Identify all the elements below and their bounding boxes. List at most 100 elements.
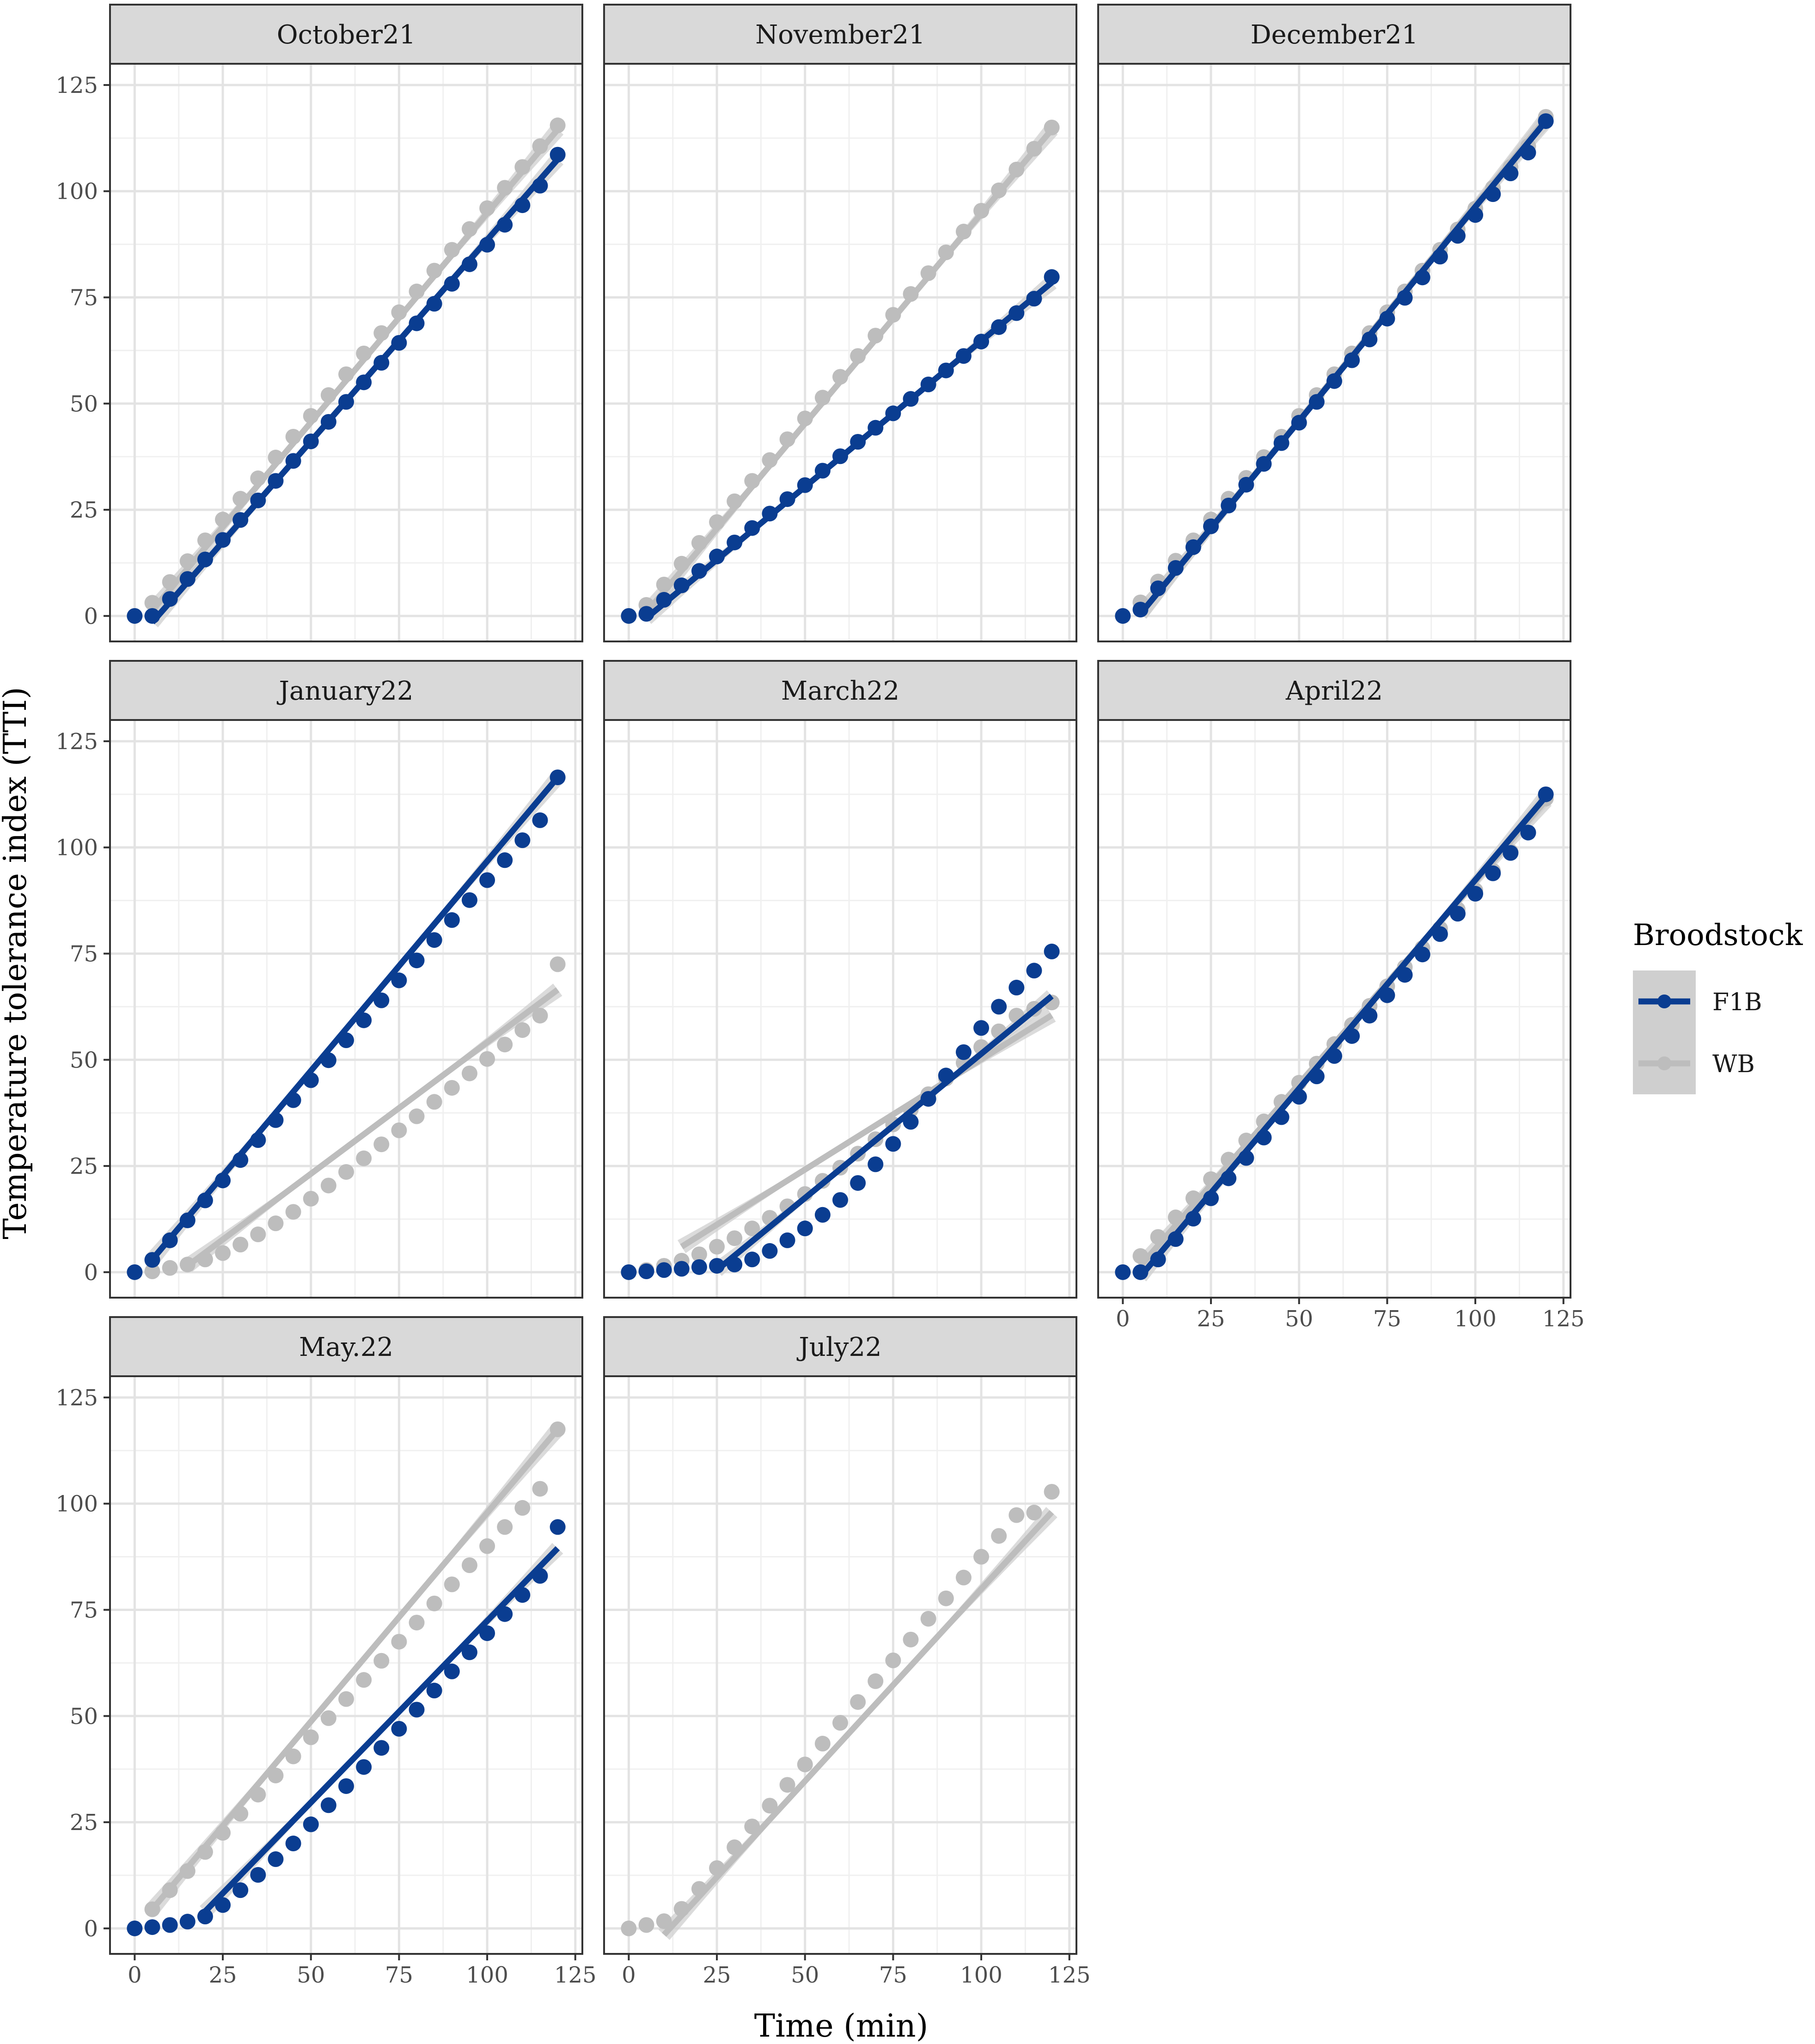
data-point-wb bbox=[144, 595, 160, 611]
data-point-wb bbox=[232, 1237, 249, 1253]
y-axis-title: Temperature tolerance index (TTI) bbox=[0, 687, 34, 1239]
data-point-f1b bbox=[797, 477, 813, 493]
data-point-f1b bbox=[955, 1044, 972, 1060]
data-point-f1b bbox=[179, 1212, 196, 1228]
data-point-wb bbox=[320, 1178, 336, 1194]
panel-border-may-22 bbox=[109, 1375, 583, 1955]
fit-line-wb bbox=[185, 987, 560, 1269]
data-point-f1b bbox=[461, 892, 477, 908]
strip-label-october21: October21 bbox=[277, 20, 416, 50]
data-point-wb bbox=[373, 1653, 390, 1669]
data-point-f1b bbox=[762, 506, 778, 522]
legend-label-f1b: F1B bbox=[1712, 988, 1762, 1016]
data-point-wb bbox=[179, 1257, 196, 1273]
data-point-wb bbox=[268, 1215, 284, 1232]
data-point-f1b bbox=[1238, 1150, 1254, 1166]
data-point-f1b bbox=[268, 1851, 284, 1867]
data-point-f1b bbox=[1273, 1109, 1289, 1125]
data-point-f1b bbox=[550, 769, 566, 786]
data-point-wb bbox=[868, 328, 884, 344]
data-point-f1b bbox=[250, 492, 266, 508]
x-tick-label: 50 bbox=[791, 1962, 819, 1988]
y-tick-label: 75 bbox=[70, 941, 98, 967]
data-point-f1b bbox=[779, 491, 795, 507]
data-point-wb bbox=[497, 1037, 513, 1053]
data-point-f1b bbox=[673, 577, 690, 593]
data-point-f1b bbox=[1150, 1251, 1166, 1268]
data-point-wb bbox=[1185, 1190, 1201, 1206]
data-point-f1b bbox=[409, 1702, 425, 1718]
strip-label-december21: December21 bbox=[1251, 20, 1418, 50]
strip-april22 bbox=[1097, 660, 1571, 721]
data-point-f1b bbox=[1503, 845, 1519, 861]
data-point-f1b bbox=[1026, 291, 1042, 307]
panel-november21: November21 bbox=[603, 4, 1077, 642]
data-point-wb bbox=[814, 1736, 831, 1752]
data-point-wb bbox=[162, 574, 178, 590]
data-point-f1b bbox=[197, 1909, 213, 1925]
plot-area-july22 bbox=[604, 1376, 1076, 1954]
data-point-wb bbox=[215, 1825, 231, 1841]
data-point-wb bbox=[250, 470, 266, 487]
data-point-wb bbox=[1132, 1248, 1149, 1264]
data-point-f1b bbox=[814, 463, 831, 479]
x-tick-label: 125 bbox=[1542, 1306, 1585, 1332]
data-point-f1b bbox=[444, 276, 460, 292]
data-point-wb bbox=[638, 1917, 654, 1933]
data-point-f1b bbox=[1449, 906, 1466, 922]
data-point-wb bbox=[250, 1787, 266, 1803]
data-point-f1b bbox=[179, 571, 196, 587]
data-point-f1b bbox=[550, 1519, 566, 1535]
data-point-wb bbox=[285, 428, 301, 445]
data-point-wb bbox=[356, 1150, 372, 1166]
data-point-f1b bbox=[268, 1112, 284, 1128]
fit-line-wb bbox=[680, 1013, 1054, 1250]
data-point-f1b bbox=[691, 1259, 707, 1275]
data-point-f1b bbox=[1397, 290, 1413, 306]
data-point-f1b bbox=[444, 1663, 460, 1679]
data-point-wb bbox=[285, 1748, 301, 1764]
data-point-f1b bbox=[144, 1919, 160, 1935]
data-point-f1b bbox=[1538, 113, 1554, 129]
data-point-wb bbox=[461, 1557, 477, 1574]
data-point-f1b bbox=[1397, 967, 1413, 983]
x-tick-label: 75 bbox=[1373, 1306, 1401, 1332]
strip-label-january22: January22 bbox=[276, 676, 413, 706]
data-point-f1b bbox=[1044, 269, 1060, 285]
y-tick-label: 25 bbox=[70, 497, 98, 523]
y-tick-label: 25 bbox=[70, 1153, 98, 1179]
data-point-wb bbox=[920, 265, 936, 281]
data-point-wb bbox=[1044, 1484, 1060, 1500]
data-point-f1b bbox=[373, 992, 390, 1008]
data-point-wb bbox=[197, 1844, 213, 1860]
panel-july22: July22 0 25 50 75 100 125 bbox=[603, 1316, 1091, 1988]
x-tick-label: 0 bbox=[128, 1962, 142, 1988]
data-point-f1b bbox=[1008, 980, 1025, 996]
data-point-f1b bbox=[691, 563, 707, 579]
y-tick-label: 125 bbox=[55, 1385, 98, 1411]
data-point-f1b bbox=[709, 1258, 725, 1274]
data-point-f1b bbox=[285, 1836, 301, 1852]
data-point-f1b bbox=[179, 1914, 196, 1930]
data-point-f1b bbox=[127, 608, 143, 624]
data-point-f1b bbox=[1185, 1211, 1201, 1227]
plot-area-january22 bbox=[110, 720, 582, 1298]
x-tick-label: 100 bbox=[466, 1962, 508, 1988]
data-point-wb bbox=[320, 387, 336, 403]
data-point-wb bbox=[232, 491, 249, 507]
data-point-f1b bbox=[409, 315, 425, 331]
data-point-wb bbox=[709, 1239, 725, 1255]
y-tick-label: 125 bbox=[55, 729, 98, 755]
y-tick-label: 75 bbox=[70, 1598, 98, 1623]
data-point-f1b bbox=[938, 1068, 954, 1084]
data-point-wb bbox=[479, 1538, 495, 1554]
x-tick-label: 125 bbox=[1048, 1962, 1091, 1988]
data-point-f1b bbox=[373, 1740, 390, 1756]
data-point-wb bbox=[144, 1263, 160, 1280]
data-point-wb bbox=[250, 1226, 266, 1243]
data-point-f1b bbox=[814, 1207, 831, 1223]
data-point-wb bbox=[673, 1901, 690, 1917]
data-point-f1b bbox=[1467, 885, 1484, 902]
data-point-f1b bbox=[426, 932, 442, 948]
data-point-wb bbox=[762, 1798, 778, 1814]
